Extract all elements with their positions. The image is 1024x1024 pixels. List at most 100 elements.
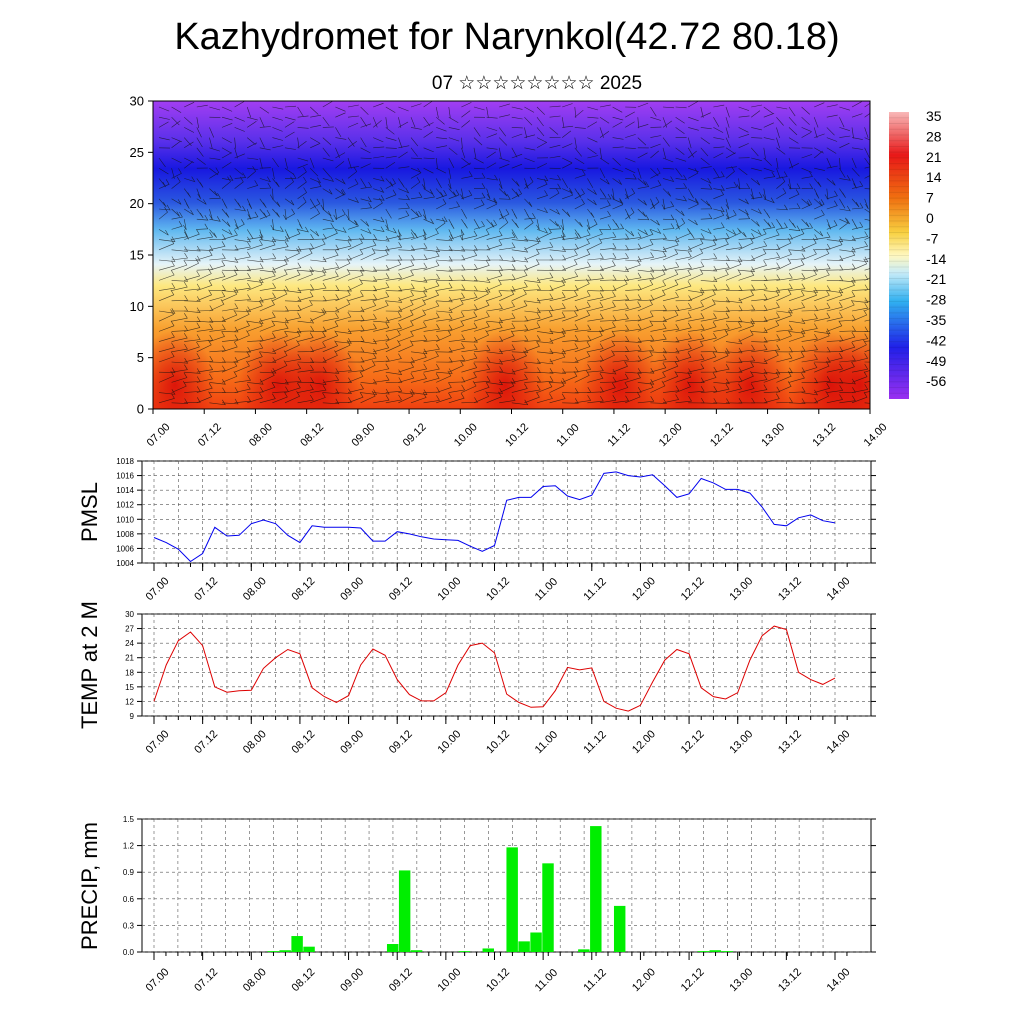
wind-barb <box>158 320 175 332</box>
wind-barb <box>549 127 559 135</box>
wind-barb <box>788 163 799 169</box>
wind-barb <box>549 393 566 404</box>
wind-barb <box>297 157 309 162</box>
wind-barb <box>499 194 511 200</box>
wind-barb <box>637 117 640 129</box>
heatmap-x-tick-label: 09.12 <box>401 421 429 449</box>
wind-barb <box>234 360 250 373</box>
wind-barb <box>536 293 554 302</box>
wind-barb <box>284 121 295 128</box>
wind-barb <box>247 392 263 404</box>
wind-barb <box>360 248 376 261</box>
wind-barb <box>322 271 339 281</box>
wind-barb <box>763 122 774 128</box>
wind-barb <box>259 367 277 374</box>
wind-barb <box>725 181 738 189</box>
wind-barb <box>360 338 377 345</box>
wind-barb <box>511 270 528 281</box>
wind-barb <box>436 392 452 404</box>
wind-barb <box>209 234 226 240</box>
wind-barb <box>499 114 510 118</box>
wind-barb <box>725 198 730 210</box>
wind-barb <box>725 398 743 404</box>
wind-barb <box>473 172 486 179</box>
wind-barb <box>499 264 516 271</box>
wind-barb <box>801 389 818 396</box>
wind-barb <box>787 178 792 190</box>
wind-barb <box>410 137 419 147</box>
wind-barb <box>713 210 725 220</box>
wind-barb <box>814 199 825 210</box>
wind-barb <box>700 184 713 190</box>
wind-barb <box>650 362 667 373</box>
wind-barb <box>851 302 869 312</box>
wind-barb <box>814 102 825 108</box>
wind-barb <box>650 228 662 235</box>
wind-barb <box>234 153 245 159</box>
wind-barb <box>234 273 251 281</box>
wind-barb <box>234 306 252 312</box>
wind-barb <box>788 398 806 404</box>
wind-barb <box>826 385 844 393</box>
wind-barb <box>486 348 504 355</box>
wind-barb <box>599 147 602 159</box>
wind-barb <box>158 178 167 188</box>
wind-barb <box>385 297 403 303</box>
wind-barb <box>574 167 586 171</box>
wind-barb <box>259 208 267 218</box>
wind-barb <box>574 198 585 210</box>
wind-barb <box>801 344 818 353</box>
wind-barb <box>184 127 195 133</box>
wind-barb <box>650 135 662 138</box>
wind-barb <box>675 208 685 217</box>
wind-barb <box>209 291 226 302</box>
wind-barb <box>423 246 441 252</box>
wind-barb <box>272 269 288 281</box>
wind-barb <box>347 325 365 332</box>
wind-barb <box>335 340 351 353</box>
wind-barb <box>221 341 238 353</box>
wind-barb <box>814 147 824 154</box>
wind-barb <box>751 384 768 393</box>
wind-barb <box>183 188 191 198</box>
wind-barb <box>234 241 251 251</box>
wind-barb <box>650 196 660 210</box>
wind-barb <box>750 147 759 157</box>
wind-barb <box>385 155 397 159</box>
wind-barb <box>725 166 735 179</box>
wind-barb <box>461 110 471 118</box>
wind-barb <box>751 283 768 291</box>
wind-barb <box>738 106 750 111</box>
wind-barb <box>839 361 855 373</box>
wind-barb <box>473 199 485 210</box>
wind-barb <box>247 277 264 283</box>
wind-barb <box>436 235 453 242</box>
wind-barb <box>776 168 781 179</box>
wind-barb <box>826 190 838 200</box>
wind-barb <box>335 161 345 169</box>
wind-barb <box>297 106 304 117</box>
wind-barb <box>436 370 452 383</box>
wind-barb <box>763 312 780 322</box>
wind-barb <box>675 322 692 332</box>
wind-barb <box>562 103 573 108</box>
wind-barb <box>549 231 566 240</box>
wind-barb <box>814 263 831 271</box>
wind-barb <box>221 269 238 281</box>
wind-barb <box>612 198 624 204</box>
wind-barb <box>196 178 204 188</box>
wind-barb <box>851 256 869 263</box>
wind-barb <box>824 188 829 200</box>
wind-barb <box>637 368 655 374</box>
wind-barb <box>751 137 763 139</box>
wind-barb <box>814 133 825 138</box>
wind-barb <box>171 116 180 126</box>
wind-barb <box>725 147 736 155</box>
wind-barb <box>637 266 655 273</box>
wind-barb <box>360 240 377 251</box>
precip-bar <box>506 847 518 952</box>
wind-barb <box>272 391 288 404</box>
wind-barb <box>713 189 725 200</box>
wind-barb <box>398 290 414 302</box>
wind-barb <box>209 324 226 332</box>
